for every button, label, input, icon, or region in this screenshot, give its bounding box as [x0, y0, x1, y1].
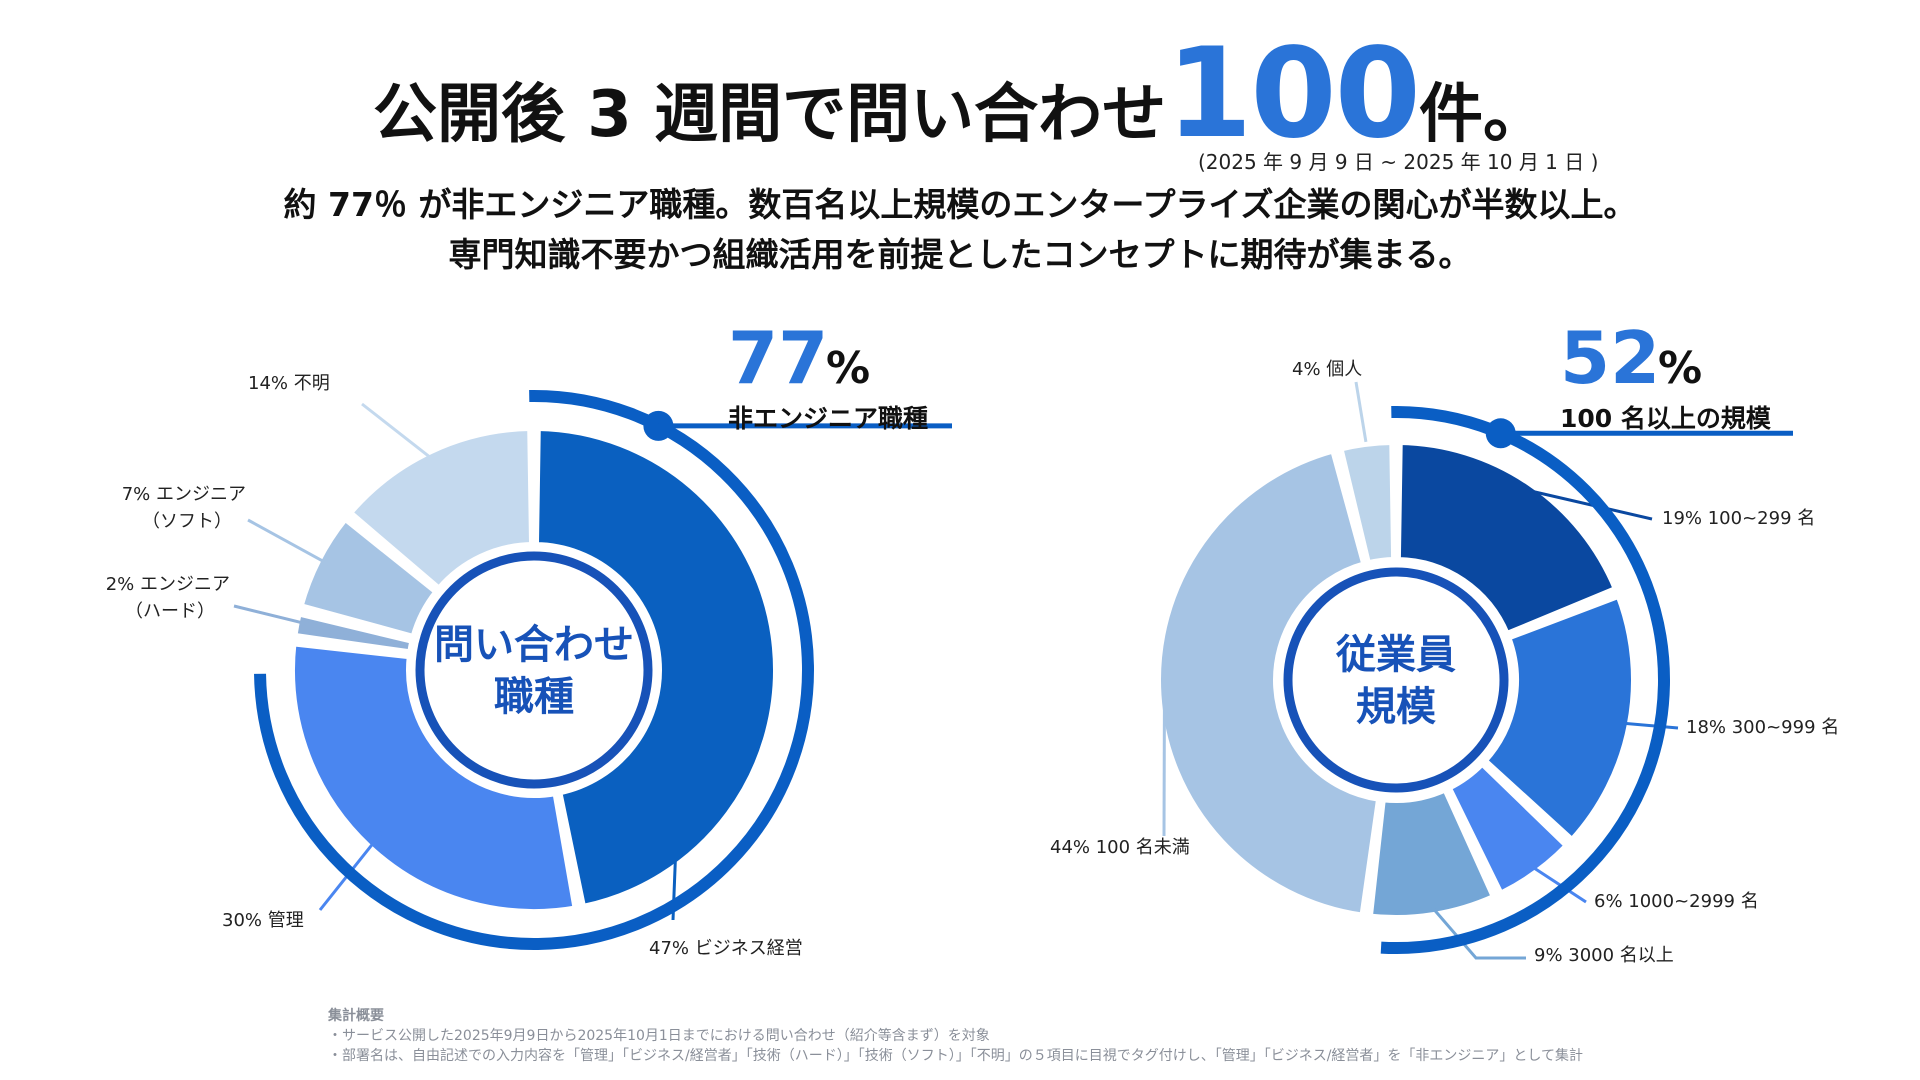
footnote-line-2: ・部署名は、自由記述での入力内容を「管理」「ビジネス/経営者」「技術（ハード）」… — [328, 1048, 1584, 1064]
chart-job-type-center-line1: 問い合わせ — [434, 622, 634, 668]
label-size-individual: 4% 個人 — [1292, 359, 1362, 380]
lead-text: 約 77％ が非エンジニア職種。数百名以上規模のエンタープライズ企業の関心が半数… — [0, 180, 1920, 280]
chart-company-size-center-line1: 従業員 — [1335, 632, 1456, 678]
size-leader-3 — [1430, 906, 1526, 960]
chart-job-type-center-line2: 職種 — [494, 674, 574, 720]
footnote-heading: 集計概要 — [328, 1008, 384, 1024]
job-leader-3 — [247, 518, 357, 581]
job-leader-0 — [671, 655, 685, 921]
chart-job-type-highlight-caption: 非エンジニア職種 — [728, 404, 928, 433]
chart-company-size-highlight-arc — [1380, 406, 1670, 954]
label-sw-engineer-1: 7% エンジニア — [122, 484, 246, 505]
chart-job-type-highlight-value: 77 — [728, 316, 828, 400]
size-slice-2 — [1444, 759, 1572, 898]
lead-line-1: 約 77％ が非エンジニア職種。数百名以上規模のエンタープライズ企業の関心が半数… — [283, 185, 1637, 224]
chart-company-size-center-line2: 規模 — [1356, 684, 1436, 730]
headline-number: 100 — [1166, 22, 1421, 166]
footnotes: 集計概要 ・サービス公開した2025年9月9日から2025年10月1日までにおけ… — [328, 1006, 1583, 1066]
footnote-line-1: ・サービス公開した2025年9月9日から2025年10月1日までにおける問い合わ… — [328, 1028, 990, 1044]
job-leader-4 — [361, 402, 437, 464]
chart-company-size-highlight-unit: % — [1658, 343, 1702, 394]
job-slice-1 — [289, 640, 580, 915]
chart-job-type-center-ring — [415, 551, 653, 789]
size-leader-1 — [1621, 721, 1679, 730]
headline: 公開後 3 週間で問い合わせ100件。 — [0, 22, 1920, 166]
label-sw-engineer-2: （ソフト） — [142, 511, 232, 532]
label-size-300-999: 18% 300~999 名 — [1686, 717, 1839, 738]
label-size-under-100: 44% 100 名未満 — [1050, 837, 1190, 858]
job-leader-2 — [233, 604, 358, 638]
chart-company-size-center-ring — [1283, 567, 1509, 793]
size-leader-5 — [1354, 381, 1368, 443]
headline-suffix: 件。 — [1418, 78, 1547, 152]
label-size-100-299: 19% 100~299 名 — [1662, 508, 1815, 529]
size-leader-2 — [1530, 864, 1587, 904]
label-management: 30% 管理 — [222, 910, 304, 931]
size-leader-0 — [1524, 488, 1653, 521]
chart-company-size-hole — [1276, 560, 1516, 800]
label-hw-engineer-2: （ハード） — [125, 601, 215, 622]
label-size-3000-plus: 9% 3000 名以上 — [1534, 945, 1674, 966]
chart-company-size-leaders — [1162, 381, 1679, 960]
chart-company-size-highlight-value: 52 — [1560, 316, 1660, 400]
chart-company-size-highlight-caption: 100 名以上の規模 — [1560, 404, 1772, 433]
label-size-1000-2999: 6% 1000~2999 名 — [1594, 891, 1759, 912]
chart-job-type-highlight-arc — [254, 390, 814, 950]
chart-job-type-highlight-unit: % — [826, 343, 870, 394]
label-unknown: 14% 不明 — [248, 373, 330, 394]
chart-job-type: 問い合わせ 職種 77 % 非エンジニア職種 47% ビジネス経営 30% 管理… — [106, 316, 952, 959]
chart-company-size: 従業員 規模 52 % 100 名以上の規模 19% 100~299 名 18%… — [1050, 316, 1839, 966]
lead-line-2: 専門知識不要かつ組織活用を前提としたコンセプトに期待が集まる。 — [448, 235, 1472, 274]
headline-text: 公開後 3 週間で問い合わせ — [373, 78, 1167, 152]
label-hw-engineer-1: 2% エンジニア — [106, 574, 230, 595]
chart-job-type-hole — [409, 545, 659, 795]
label-business: 47% ビジネス経営 — [649, 938, 803, 959]
period-text: (2025 年 9 月 9 日 ~ 2025 年 10 月 1 日 ) — [1198, 150, 1599, 174]
